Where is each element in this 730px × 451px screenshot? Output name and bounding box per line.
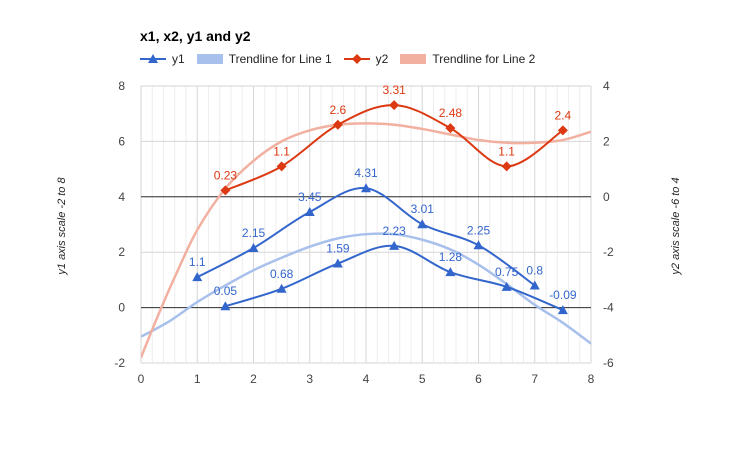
- data-label-y1: 0.05: [214, 284, 238, 298]
- y-right-tick-label: -4: [603, 301, 614, 315]
- trendline-2: [141, 122, 591, 358]
- legend-item-trendline-1[interactable]: Trendline for Line 1: [196, 52, 332, 66]
- point-y1: [557, 305, 568, 315]
- data-label-y1: -0.09: [549, 288, 577, 302]
- point-y1: [389, 240, 400, 250]
- y-left-tick-label: 6: [118, 134, 125, 148]
- legend-label-trendline-2: Trendline for Line 2: [432, 52, 536, 66]
- y-left-tick-label: 0: [118, 301, 125, 315]
- y-axis-right-title: y2 axis scale -6 to 4: [670, 177, 682, 275]
- data-label-y1: 2.15: [242, 226, 266, 240]
- x-tick-label: 0: [138, 372, 145, 386]
- y-right-tick-label: 0: [603, 190, 610, 204]
- point-y1: [332, 258, 343, 268]
- data-label-y1: 0.8: [526, 263, 543, 277]
- y-axis-left-title: y1 axis scale -2 to 8: [56, 177, 68, 275]
- y-left-tick-label: 4: [118, 190, 125, 204]
- data-label-y1: 2.23: [382, 224, 406, 238]
- x-tick-label: 7: [531, 372, 538, 386]
- x-tick-label: 3: [306, 372, 313, 386]
- point-y1: [248, 243, 259, 253]
- data-label-y2: 1.1: [498, 144, 515, 158]
- x-tick-label: 5: [419, 372, 426, 386]
- y-left-tick-label: 2: [118, 245, 125, 259]
- point-y2: [557, 125, 568, 136]
- legend-label-y1: y1: [172, 52, 185, 66]
- data-label-y1: 3.01: [411, 202, 435, 216]
- data-label-y1: 1.59: [326, 242, 350, 256]
- legend-swatch-trendline-1: [196, 54, 223, 64]
- legend-swatch-trendline-2: [400, 54, 427, 64]
- point-y1: [473, 240, 484, 250]
- legend-label-trendline-1: Trendline for Line 1: [228, 52, 332, 66]
- data-label-y2: 0.23: [214, 168, 238, 182]
- point-y2: [501, 161, 512, 172]
- y-right-tick-label: 2: [603, 134, 610, 148]
- data-label-y1: 0.75: [495, 265, 519, 279]
- data-label-y2: 2.48: [439, 106, 463, 120]
- point-y1: [529, 280, 540, 290]
- y-right-tick-label: -6: [603, 356, 614, 370]
- data-label-y1: 3.45: [298, 190, 322, 204]
- legend-swatch-y1: [140, 54, 166, 63]
- x-tick-label: 4: [363, 372, 370, 386]
- point-y1: [361, 183, 371, 193]
- x-tick-label: 8: [588, 372, 595, 386]
- y-right-tick-label: 4: [603, 79, 610, 93]
- data-label-y2: 2.6: [330, 103, 347, 117]
- y-right-tick-label: -2: [603, 245, 614, 259]
- data-label-y1: 1.1: [189, 255, 206, 269]
- x-tick-label: 6: [475, 372, 482, 386]
- point-y1: [220, 301, 231, 311]
- point-y1: [304, 207, 315, 217]
- data-label-y2: 2.4: [555, 108, 572, 122]
- chart-title: x1, x2, y1 and y2: [140, 28, 251, 44]
- legend-item-trendline-2[interactable]: Trendline for Line 2: [400, 52, 535, 66]
- data-label-y1: 4.31: [354, 166, 378, 180]
- point-y1: [192, 272, 203, 282]
- x-tick-label: 2: [250, 372, 257, 386]
- point-y1: [501, 281, 512, 291]
- point-y2: [220, 185, 231, 196]
- legend-swatch-y2: [343, 54, 370, 64]
- data-label-y1: 2.25: [467, 223, 491, 237]
- y-left-tick-label: 8: [118, 79, 125, 93]
- legend-item-y2[interactable]: y2: [343, 52, 389, 66]
- data-label-y1: 0.68: [270, 267, 294, 281]
- x-tick-label: 1: [194, 372, 201, 386]
- legend: y1 Trendline for Line 1 y2 Trendline for…: [140, 50, 547, 68]
- point-y1: [417, 219, 428, 229]
- legend-item-y1[interactable]: y1: [140, 52, 185, 66]
- point-y2: [332, 119, 343, 130]
- point-y1: [276, 283, 287, 293]
- data-label-y2: 1.1: [273, 144, 290, 158]
- data-label-y1: 1.28: [439, 250, 463, 264]
- point-y2: [276, 161, 287, 172]
- data-label-y2: 3.31: [382, 83, 406, 97]
- y-left-tick-label: -2: [114, 356, 125, 370]
- point-y1: [445, 267, 456, 277]
- point-y2: [445, 123, 456, 134]
- legend-label-y2: y2: [375, 52, 389, 66]
- point-y2: [389, 100, 400, 111]
